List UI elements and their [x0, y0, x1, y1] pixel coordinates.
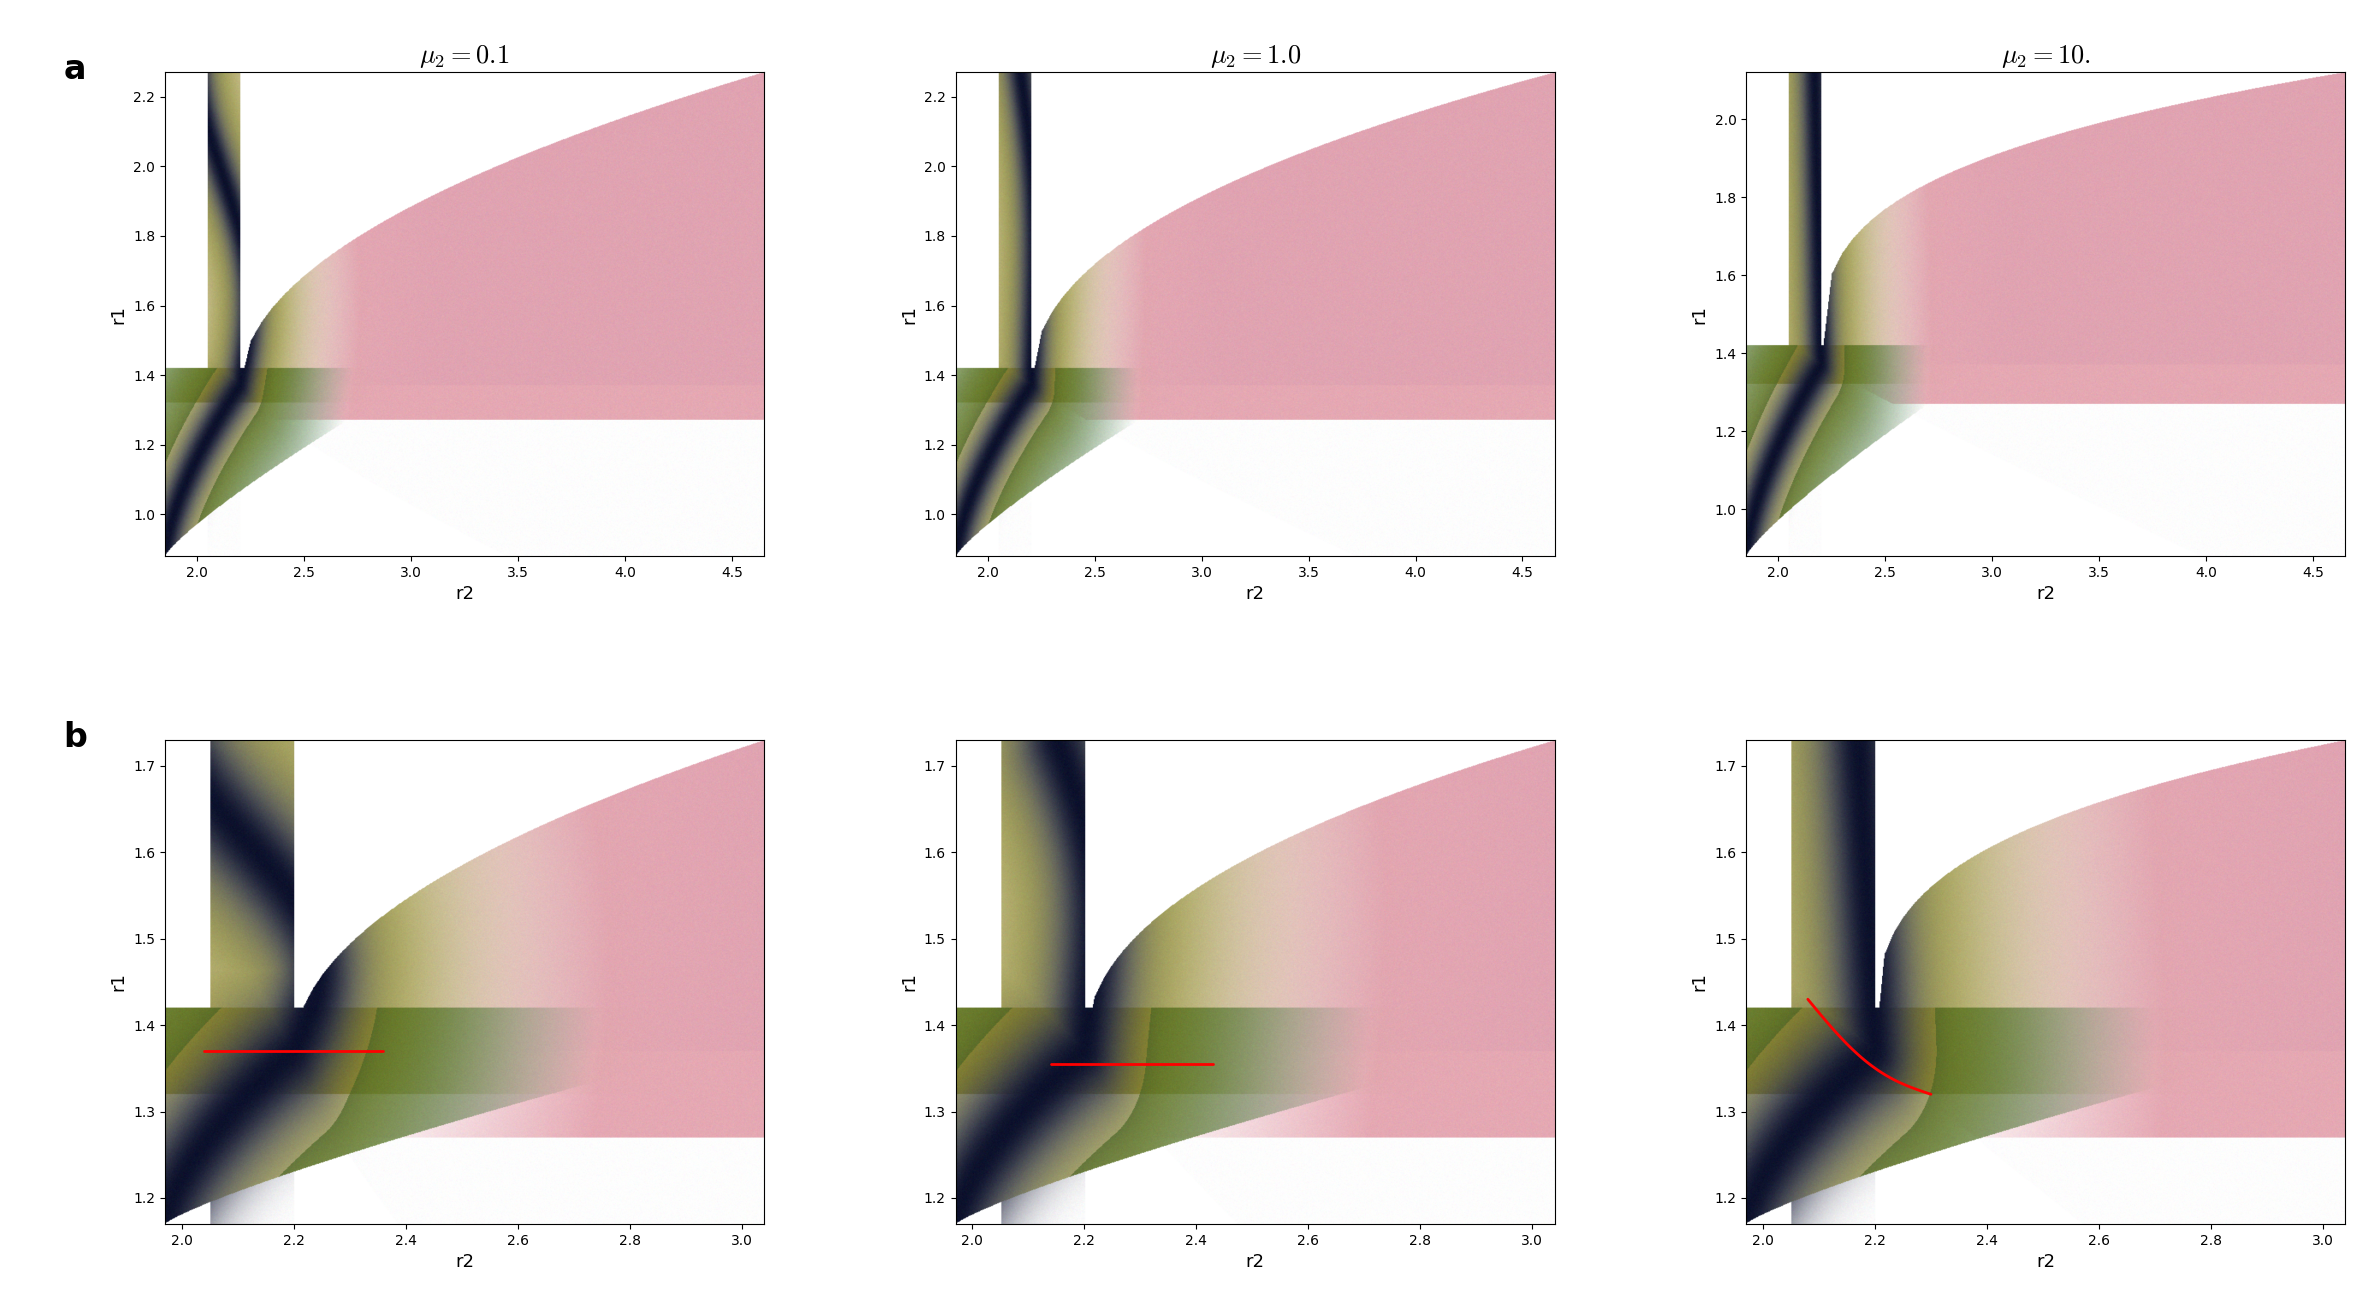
Text: a: a: [64, 53, 85, 86]
Y-axis label: r1: r1: [108, 973, 127, 991]
Title: $\mu_2 = 0.1$: $\mu_2 = 0.1$: [420, 42, 509, 70]
Y-axis label: r1: r1: [1690, 305, 1709, 324]
Title: $\mu_2 = 10.$: $\mu_2 = 10.$: [2001, 42, 2091, 70]
Y-axis label: r1: r1: [900, 305, 919, 324]
X-axis label: r2: r2: [2036, 1253, 2055, 1271]
Title: $\mu_2 = 1.0$: $\mu_2 = 1.0$: [1209, 42, 1301, 70]
Y-axis label: r1: r1: [108, 305, 127, 324]
Text: b: b: [64, 721, 87, 754]
X-axis label: r2: r2: [2036, 586, 2055, 604]
X-axis label: r2: r2: [455, 586, 474, 604]
X-axis label: r2: r2: [1244, 586, 1266, 604]
X-axis label: r2: r2: [455, 1253, 474, 1271]
Y-axis label: r1: r1: [900, 973, 919, 991]
Y-axis label: r1: r1: [1690, 973, 1709, 991]
X-axis label: r2: r2: [1244, 1253, 1266, 1271]
